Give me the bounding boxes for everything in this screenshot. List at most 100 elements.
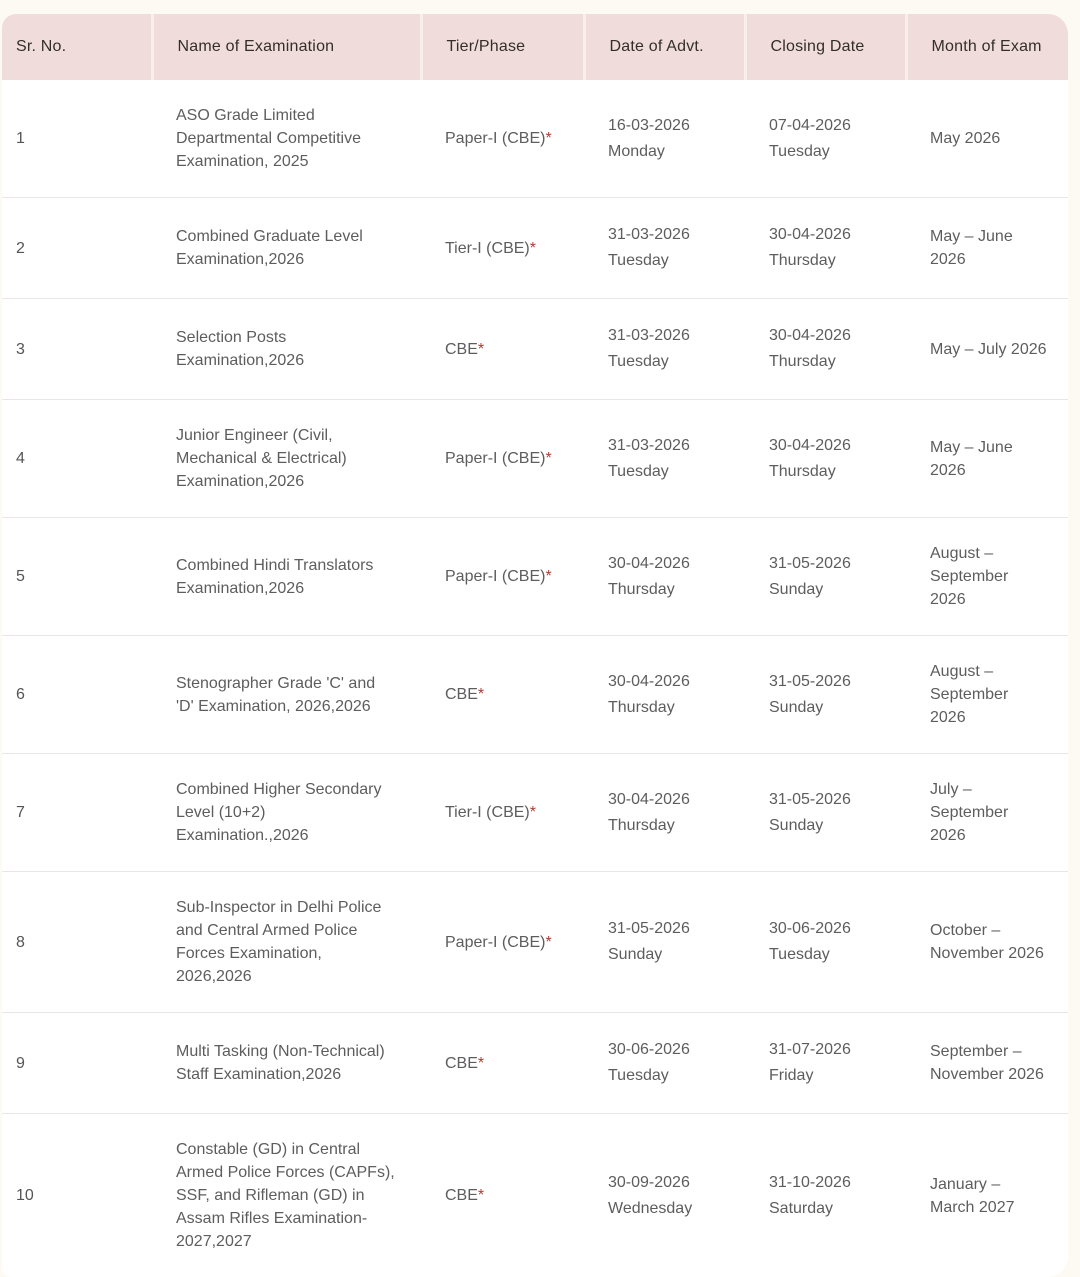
closing-day: Friday [769, 1063, 896, 1089]
advt-date: 31-03-2026 [608, 433, 735, 459]
exam-month-cell: September – November 2026 [906, 1013, 1068, 1114]
mandatory-asterisk: * [545, 934, 551, 951]
closing-date-cell: 31-07-2026 Friday [745, 1013, 906, 1114]
sr-no-cell: 1 [2, 80, 152, 198]
closing-day: Sunday [769, 813, 896, 839]
closing-date: 30-04-2026 [769, 323, 896, 349]
exam-month-cell: July – September 2026 [906, 754, 1068, 872]
closing-date-cell: 31-05-2026 Sunday [745, 518, 906, 636]
closing-date: 30-06-2026 [769, 916, 896, 942]
mandatory-asterisk: * [545, 450, 551, 467]
table-row: 10 Constable (GD) in Central Armed Polic… [2, 1114, 1068, 1277]
tier-phase-label: Paper-I (CBE) [445, 450, 545, 467]
tier-phase-label: Tier-I (CBE) [445, 240, 530, 257]
column-header-sr-no: Sr. No. [2, 14, 152, 80]
exam-table-body: 1 ASO Grade Limited Departmental Competi… [2, 80, 1068, 1277]
table-row: 4 Junior Engineer (Civil, Mechanical & E… [2, 400, 1068, 518]
tier-phase-cell: Paper-I (CBE)* [421, 400, 584, 518]
advt-day: Monday [608, 139, 735, 165]
tier-phase-label: Paper-I (CBE) [445, 934, 545, 951]
mandatory-asterisk: * [478, 686, 484, 703]
exam-name-cell: Selection Posts Examination,2026 [152, 299, 421, 400]
advt-date: 31-03-2026 [608, 222, 735, 248]
closing-day: Sunday [769, 695, 896, 721]
advt-day: Thursday [608, 813, 735, 839]
tier-phase-label: CBE [445, 1055, 478, 1072]
advt-day: Tuesday [608, 349, 735, 375]
closing-date-cell: 30-06-2026 Tuesday [745, 872, 906, 1013]
exam-month-cell: August – September 2026 [906, 636, 1068, 754]
advt-date: 30-04-2026 [608, 551, 735, 577]
tier-phase-cell: Paper-I (CBE)* [421, 518, 584, 636]
mandatory-asterisk: * [530, 240, 536, 257]
table-row: 8 Sub-Inspector in Delhi Police and Cent… [2, 872, 1068, 1013]
advt-date-cell: 16-03-2026 Monday [584, 80, 745, 198]
closing-date: 31-05-2026 [769, 787, 896, 813]
advt-date: 30-04-2026 [608, 669, 735, 695]
exam-month-cell: May – June 2026 [906, 198, 1068, 299]
tier-phase-cell: Tier-I (CBE)* [421, 754, 584, 872]
sr-no-cell: 9 [2, 1013, 152, 1114]
column-header-closing-date: Closing Date [745, 14, 906, 80]
tier-phase-label: CBE [445, 1187, 478, 1204]
advt-date: 30-09-2026 [608, 1170, 735, 1196]
tier-phase-cell: CBE* [421, 299, 584, 400]
advt-day: Tuesday [608, 248, 735, 274]
tier-phase-cell: Tier-I (CBE)* [421, 198, 584, 299]
advt-date: 30-04-2026 [608, 787, 735, 813]
closing-date-cell: 31-05-2026 Sunday [745, 636, 906, 754]
advt-date: 31-03-2026 [608, 323, 735, 349]
advt-date-cell: 31-03-2026 Tuesday [584, 299, 745, 400]
exam-month-cell: May – July 2026 [906, 299, 1068, 400]
advt-day: Thursday [608, 695, 735, 721]
closing-date: 31-10-2026 [769, 1170, 896, 1196]
column-header-tier-phase: Tier/Phase [421, 14, 584, 80]
exam-name-cell: Multi Tasking (Non-Technical) Staff Exam… [152, 1013, 421, 1114]
advt-day: Thursday [608, 577, 735, 603]
table-row: 1 ASO Grade Limited Departmental Competi… [2, 80, 1068, 198]
table-row: 3 Selection Posts Examination,2026 CBE* … [2, 299, 1068, 400]
sr-no-cell: 10 [2, 1114, 152, 1277]
closing-day: Thursday [769, 248, 896, 274]
advt-date-cell: 30-04-2026 Thursday [584, 636, 745, 754]
advt-day: Tuesday [608, 459, 735, 485]
exam-name-cell: Constable (GD) in Central Armed Police F… [152, 1114, 421, 1277]
sr-no-cell: 2 [2, 198, 152, 299]
exam-name-cell: Junior Engineer (Civil, Mechanical & Ele… [152, 400, 421, 518]
exam-month-cell: January – March 2027 [906, 1114, 1068, 1277]
exam-name-cell: Combined Higher Secondary Level (10+2) E… [152, 754, 421, 872]
sr-no-cell: 8 [2, 872, 152, 1013]
closing-date-cell: 31-05-2026 Sunday [745, 754, 906, 872]
exam-month-cell: May 2026 [906, 80, 1068, 198]
sr-no-cell: 5 [2, 518, 152, 636]
exam-name-cell: Stenographer Grade 'C' and 'D' Examinati… [152, 636, 421, 754]
exam-name-cell: ASO Grade Limited Departmental Competiti… [152, 80, 421, 198]
advt-date-cell: 30-06-2026 Tuesday [584, 1013, 745, 1114]
closing-date-cell: 31-10-2026 Saturday [745, 1114, 906, 1277]
advt-date-cell: 31-03-2026 Tuesday [584, 400, 745, 518]
advt-date-cell: 30-04-2026 Thursday [584, 518, 745, 636]
closing-date: 31-05-2026 [769, 551, 896, 577]
closing-date: 31-07-2026 [769, 1037, 896, 1063]
closing-date: 30-04-2026 [769, 433, 896, 459]
exam-name-cell: Sub-Inspector in Delhi Police and Centra… [152, 872, 421, 1013]
sr-no-cell: 3 [2, 299, 152, 400]
closing-date: 07-04-2026 [769, 113, 896, 139]
column-header-advt-date: Date of Advt. [584, 14, 745, 80]
table-row: 9 Multi Tasking (Non-Technical) Staff Ex… [2, 1013, 1068, 1114]
closing-day: Tuesday [769, 942, 896, 968]
tier-phase-label: Paper-I (CBE) [445, 130, 545, 147]
tier-phase-cell: Paper-I (CBE)* [421, 872, 584, 1013]
tier-phase-cell: CBE* [421, 1013, 584, 1114]
tier-phase-cell: Paper-I (CBE)* [421, 80, 584, 198]
closing-day: Sunday [769, 577, 896, 603]
tier-phase-label: CBE [445, 341, 478, 358]
closing-date-cell: 30-04-2026 Thursday [745, 400, 906, 518]
tier-phase-label: CBE [445, 686, 478, 703]
sr-no-cell: 7 [2, 754, 152, 872]
exam-month-cell: August – September 2026 [906, 518, 1068, 636]
exam-month-cell: May – June 2026 [906, 400, 1068, 518]
closing-date-cell: 30-04-2026 Thursday [745, 299, 906, 400]
advt-day: Wednesday [608, 1196, 735, 1222]
mandatory-asterisk: * [478, 1187, 484, 1204]
